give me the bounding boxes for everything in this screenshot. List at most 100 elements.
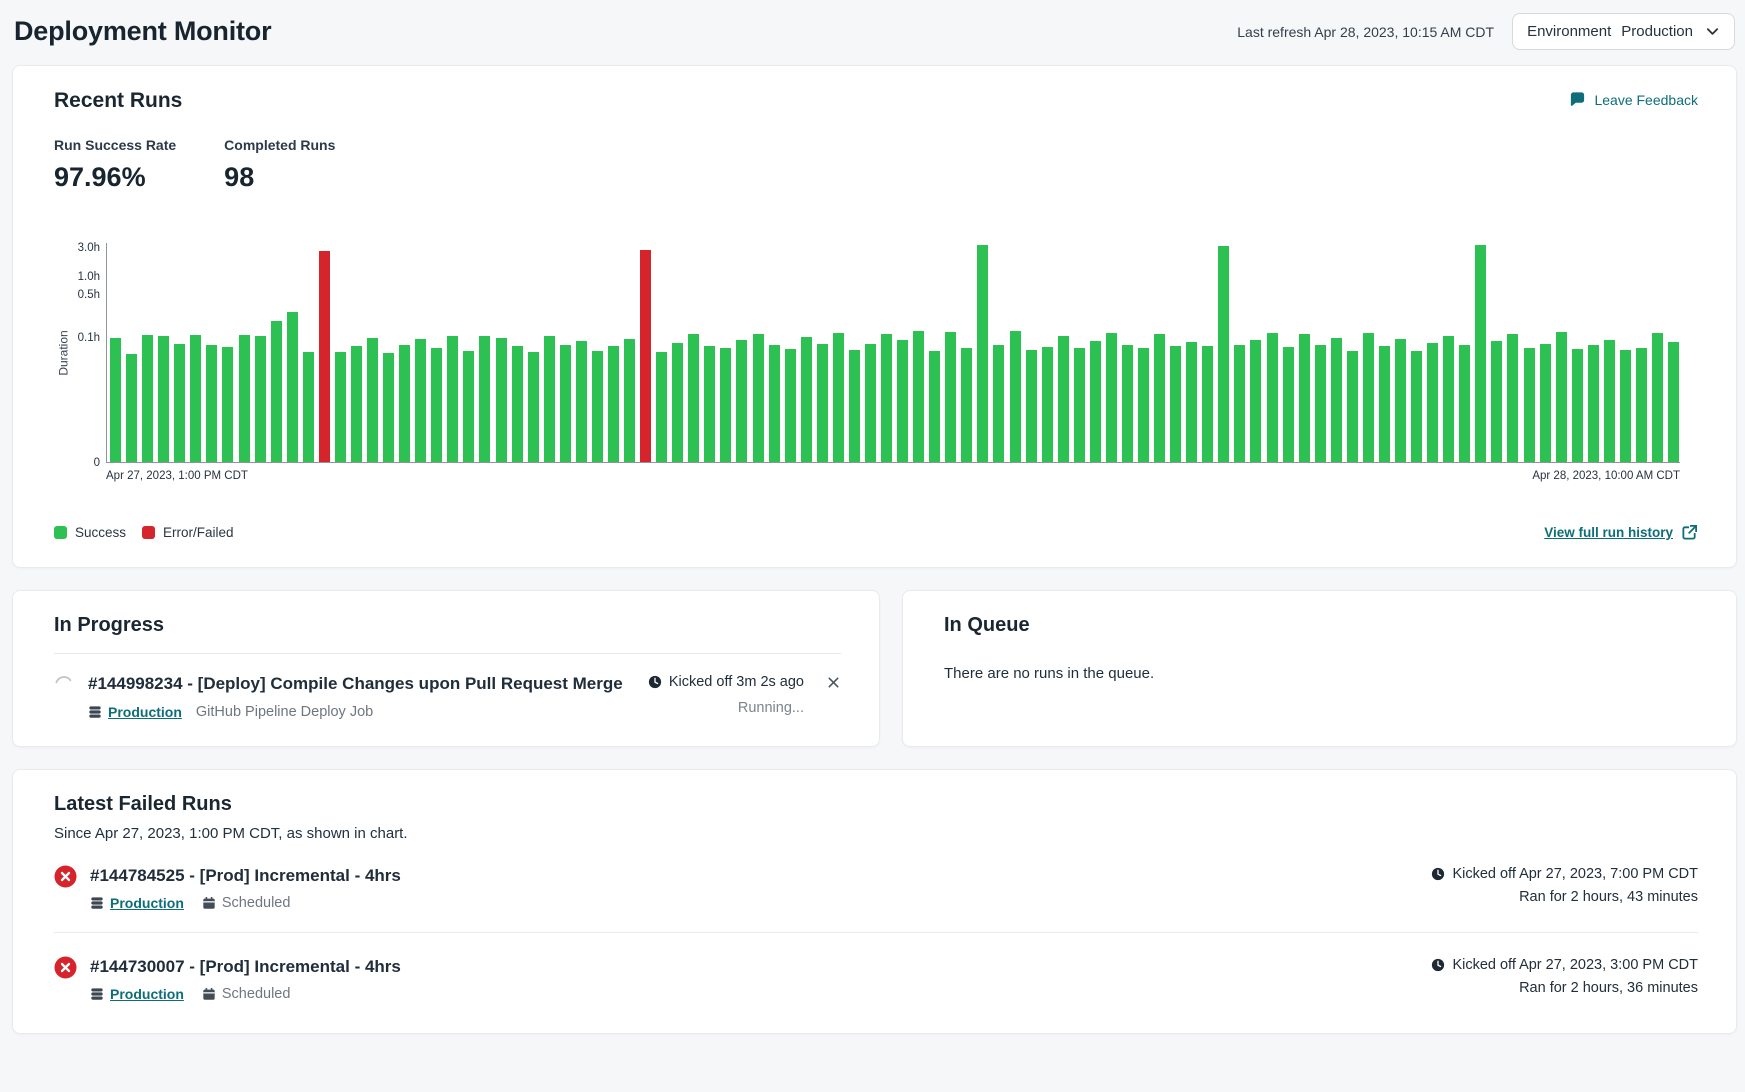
run-bar[interactable]	[961, 348, 972, 462]
run-bar[interactable]	[672, 343, 683, 462]
run-bar[interactable]	[158, 336, 169, 462]
run-bar[interactable]	[704, 346, 715, 462]
run-bar[interactable]	[1010, 331, 1021, 462]
cancel-run-button[interactable]	[826, 675, 841, 690]
run-bar[interactable]	[110, 338, 121, 462]
run-bar[interactable]	[1299, 334, 1310, 462]
run-bar[interactable]	[447, 336, 458, 462]
environment-link[interactable]: Production	[108, 704, 182, 720]
run-bar[interactable]	[801, 337, 812, 462]
run-bar[interactable]	[849, 350, 860, 462]
run-bar[interactable]	[720, 348, 731, 462]
run-bar[interactable]	[1475, 245, 1486, 462]
run-bar[interactable]	[785, 349, 796, 462]
run-bar[interactable]	[1524, 348, 1535, 462]
run-bar[interactable]	[1395, 339, 1406, 462]
run-bar[interactable]	[1556, 332, 1567, 462]
run-bar[interactable]	[881, 334, 892, 462]
run-bar[interactable]	[206, 345, 217, 462]
run-bar[interactable]	[1250, 340, 1261, 462]
run-bar[interactable]	[126, 354, 137, 462]
run-bar[interactable]	[977, 245, 988, 462]
run-bar[interactable]	[1090, 341, 1101, 462]
run-bar[interactable]	[174, 344, 185, 462]
run-bar[interactable]	[897, 340, 908, 462]
run-bar[interactable]	[913, 331, 924, 462]
run-bar[interactable]	[222, 347, 233, 462]
run-bar[interactable]	[1170, 346, 1181, 462]
run-bar[interactable]	[1138, 348, 1149, 462]
run-bar[interactable]	[383, 353, 394, 462]
run-bar[interactable]	[287, 312, 298, 462]
run-bar[interactable]	[1058, 336, 1069, 462]
run-bar[interactable]	[1588, 345, 1599, 462]
run-bar[interactable]	[1443, 336, 1454, 462]
run-bar[interactable]	[769, 345, 780, 462]
run-bar[interactable]	[1186, 342, 1197, 462]
run-bar[interactable]	[1026, 350, 1037, 462]
run-bar[interactable]	[335, 352, 346, 462]
run-bar[interactable]	[945, 332, 956, 462]
run-bar[interactable]	[1507, 334, 1518, 462]
run-bar[interactable]	[753, 334, 764, 462]
run-bar[interactable]	[592, 351, 603, 462]
environment-link[interactable]: Production	[110, 986, 184, 1002]
run-bar[interactable]	[656, 352, 667, 462]
run-bar[interactable]	[1363, 333, 1374, 462]
run-bar[interactable]	[1540, 344, 1551, 462]
run-bar[interactable]	[1347, 351, 1358, 462]
run-bar[interactable]	[1411, 351, 1422, 462]
run-bar[interactable]	[865, 344, 876, 462]
run-bar[interactable]	[1283, 347, 1294, 462]
environment-link[interactable]: Production	[110, 895, 184, 911]
run-bar[interactable]	[351, 346, 362, 462]
run-bar[interactable]	[1668, 342, 1679, 462]
run-bar[interactable]	[1315, 345, 1326, 462]
run-bar[interactable]	[142, 335, 153, 462]
run-bar[interactable]	[1202, 346, 1213, 462]
run-bar[interactable]	[303, 352, 314, 462]
run-bar[interactable]	[624, 339, 635, 462]
run-bar[interactable]	[993, 345, 1004, 462]
run-bar[interactable]	[255, 336, 266, 462]
run-bar[interactable]	[1379, 346, 1390, 462]
run-bar[interactable]	[1234, 345, 1245, 462]
run-bar[interactable]	[463, 351, 474, 462]
run-bar[interactable]	[1491, 341, 1502, 462]
run-bar[interactable]	[608, 346, 619, 462]
run-bar[interactable]	[576, 341, 587, 462]
run-bar[interactable]	[1267, 333, 1278, 462]
run-bar[interactable]	[736, 340, 747, 462]
run-bar[interactable]	[496, 338, 507, 462]
run-bar[interactable]	[1122, 345, 1133, 462]
run-bar[interactable]	[1459, 345, 1470, 462]
run-bar[interactable]	[319, 251, 330, 462]
run-bar[interactable]	[1106, 333, 1117, 462]
environment-dropdown[interactable]: Environment Production	[1512, 13, 1735, 50]
run-bar[interactable]	[399, 345, 410, 462]
run-bar[interactable]	[640, 250, 651, 462]
run-bar[interactable]	[929, 351, 940, 462]
run-bar[interactable]	[833, 333, 844, 462]
run-bar[interactable]	[1042, 347, 1053, 462]
leave-feedback-link[interactable]: Leave Feedback	[1569, 91, 1698, 108]
view-run-history-link[interactable]: View full run history	[1544, 524, 1698, 541]
run-bar[interactable]	[512, 346, 523, 462]
run-bar[interactable]	[544, 336, 555, 462]
run-bar[interactable]	[479, 336, 490, 462]
run-bar[interactable]	[1636, 348, 1647, 462]
run-bar[interactable]	[1218, 246, 1229, 462]
run-bar[interactable]	[528, 352, 539, 462]
run-bar[interactable]	[1427, 343, 1438, 462]
run-bar[interactable]	[1572, 349, 1583, 462]
run-bar[interactable]	[431, 348, 442, 462]
run-bar[interactable]	[1331, 338, 1342, 462]
run-bar[interactable]	[190, 335, 201, 462]
run-bar[interactable]	[239, 335, 250, 462]
run-bar[interactable]	[688, 334, 699, 462]
run-bar[interactable]	[1604, 340, 1615, 462]
run-bar[interactable]	[1620, 350, 1631, 462]
run-bar[interactable]	[271, 321, 282, 462]
run-bar[interactable]	[1074, 348, 1085, 462]
run-bar[interactable]	[1154, 334, 1165, 462]
